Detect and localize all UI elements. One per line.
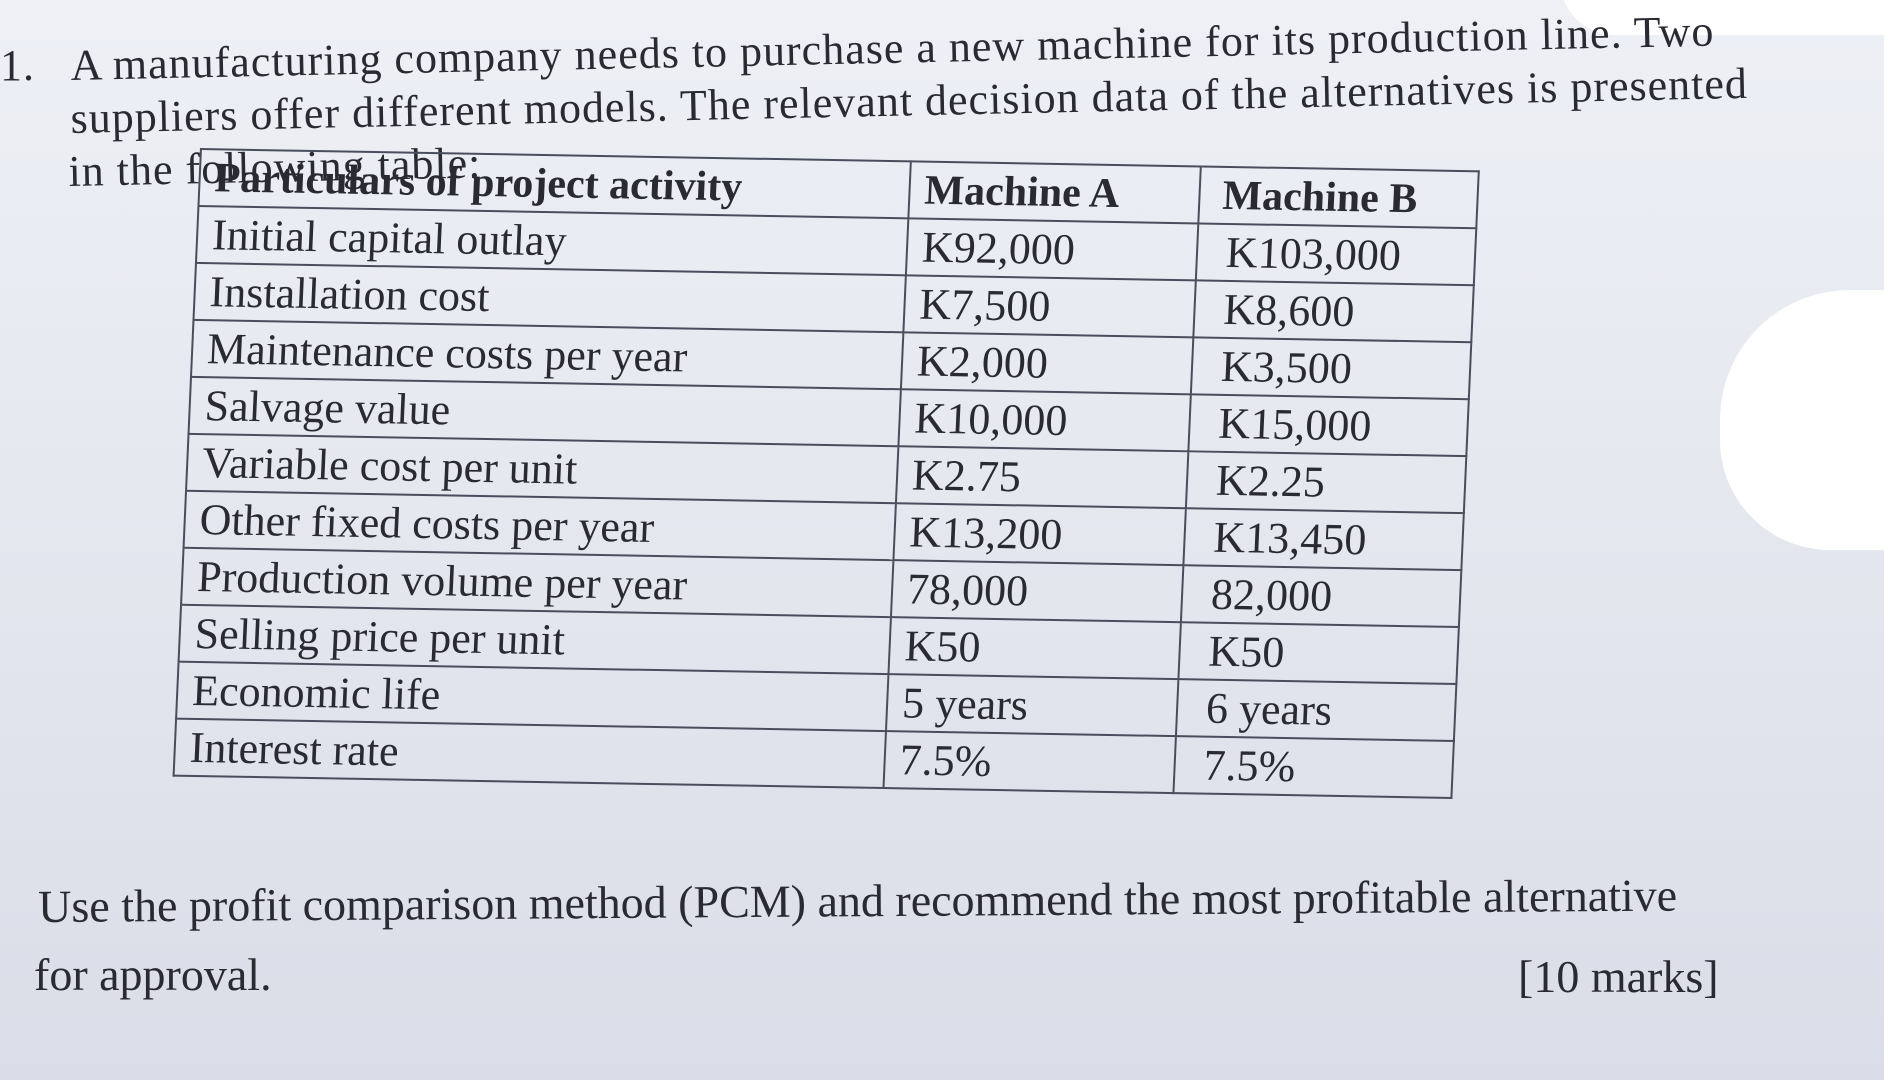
- row-label: Interest rate: [173, 718, 886, 789]
- cell-machine-b: 6 years: [1175, 679, 1457, 741]
- instruction-line-2: for approval.: [34, 949, 272, 1000]
- cell-machine-a: K10,000: [898, 389, 1191, 452]
- cell-machine-b: K103,000: [1195, 223, 1477, 286]
- header-machine-a: Machine A: [908, 161, 1201, 224]
- cell-machine-b: 7.5%: [1173, 736, 1454, 798]
- header-machine-b: Machine B: [1198, 166, 1479, 229]
- marks-label: [10 marks]: [1518, 951, 1719, 1002]
- cell-machine-a: 5 years: [885, 674, 1179, 737]
- cell-machine-b: K50: [1178, 622, 1459, 685]
- question-number: 1.: [0, 41, 35, 90]
- cell-machine-b: K13,450: [1183, 508, 1464, 571]
- cell-machine-b: K15,000: [1188, 394, 1469, 457]
- decision-data-table: Particulars of project activity Machine …: [173, 148, 1480, 799]
- cell-machine-b: K2.25: [1185, 451, 1467, 514]
- cell-machine-a: 7.5%: [883, 731, 1176, 794]
- cell-machine-a: K50: [888, 617, 1181, 680]
- cell-machine-b: K3,500: [1190, 337, 1472, 400]
- cell-machine-a: K2.75: [895, 446, 1189, 509]
- cell-machine-a: K2,000: [900, 332, 1194, 395]
- cell-machine-a: 78,000: [890, 560, 1184, 623]
- cell-machine-b: K8,600: [1193, 280, 1474, 343]
- cell-machine-a: K7,500: [903, 275, 1196, 338]
- cell-machine-a: K92,000: [905, 218, 1199, 281]
- glare-highlight: [1560, 0, 1884, 35]
- cell-machine-b: 82,000: [1180, 565, 1462, 628]
- decision-data-table-wrapper: Particulars of project activity Machine …: [173, 148, 1480, 799]
- cell-machine-a: K13,200: [893, 503, 1186, 566]
